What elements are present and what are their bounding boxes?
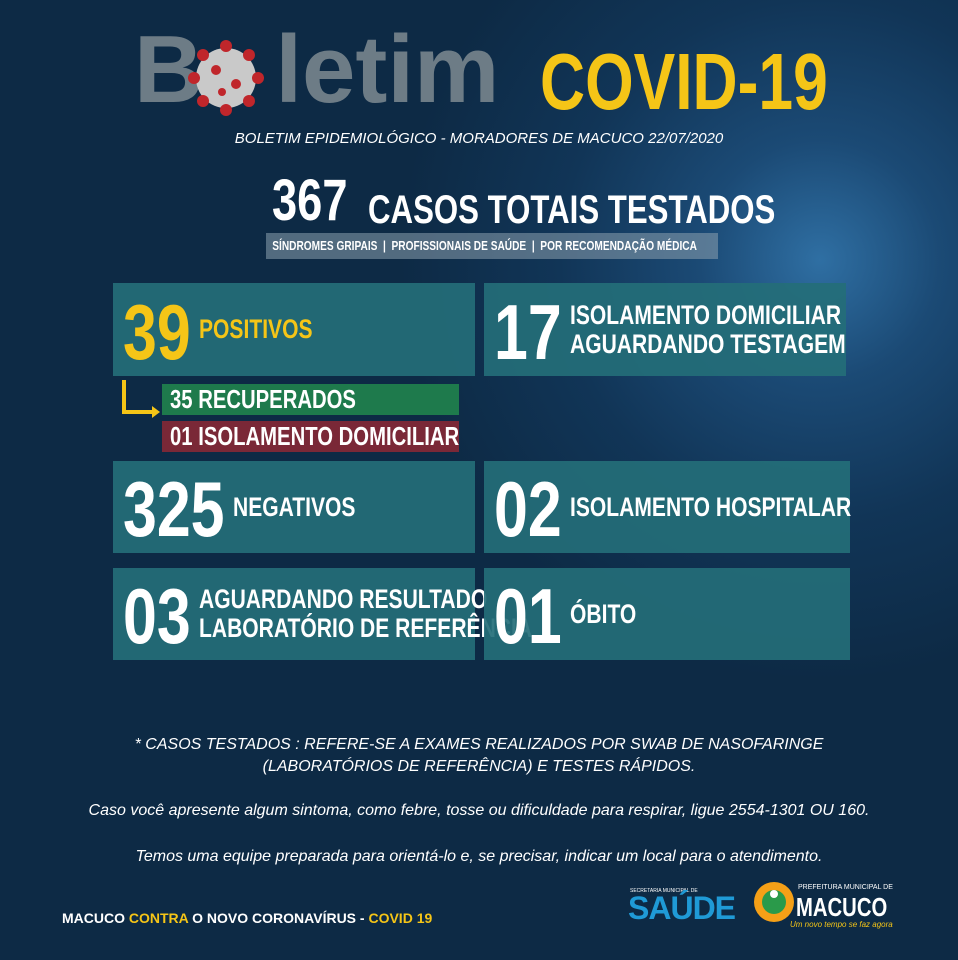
stat-number-text: 325 xyxy=(123,465,225,553)
total-number-text: 367 xyxy=(272,168,348,233)
pref-emblem xyxy=(754,882,794,922)
stat-number: 03 xyxy=(123,577,210,655)
stat-label: ÓBITO xyxy=(569,598,655,629)
stat-number-text: 17 xyxy=(494,287,562,376)
recovered-text: 35 RECUPERADOS xyxy=(170,384,356,414)
stat-label-line: LABORATÓRIO DE REFERÊNCIA xyxy=(199,614,626,643)
tag: POR RECOMENDAÇÃO MÉDICA xyxy=(540,238,697,253)
stat-box: 39 POSITIVOS xyxy=(113,283,475,376)
tag: PROFISSIONAIS DE SAÚDE xyxy=(391,238,527,253)
saude-logo: SAÚDE xyxy=(628,890,736,926)
stat-label-text: AGUARDANDO RESULTADO xyxy=(198,584,487,614)
stat-number: 17 xyxy=(494,293,581,371)
stat-label-line: ISOLAMENTO DOMICILIAR xyxy=(569,299,924,330)
total-label-text: CASOS TOTAIS TESTADOS xyxy=(368,188,776,232)
note: Caso você apresente algum sintoma, como … xyxy=(88,802,870,819)
covid-text: COVID-19 xyxy=(540,37,828,126)
slogan: MACUCO CONTRA O NOVO CORONAVÍRUS - COVID… xyxy=(62,910,432,926)
pref-motto: Um novo tempo se faz agora xyxy=(790,920,893,929)
stat-label-text: LABORATÓRIO DE REFERÊNCIA xyxy=(198,613,532,643)
stat-label-line: ÓBITO xyxy=(569,598,655,629)
stat-label-text: POSITIVOS xyxy=(198,314,313,344)
stat-label-line: AGUARDANDO RESULTADO xyxy=(199,585,626,614)
total-label: CASOS TOTAIS TESTADOS xyxy=(368,190,890,230)
slogan-part: COVID 19 xyxy=(368,910,433,926)
stat-box: 03 AGUARDANDO RESULTADO LABORATÓRIO DE REF… xyxy=(113,568,532,660)
stat-label-line: POSITIVOS xyxy=(199,315,345,344)
virus-icon xyxy=(188,40,264,116)
stat-box: 17 ISOLAMENTO DOMICILIAR AGUARDANDO TESTAG… xyxy=(484,283,846,376)
stat-label: POSITIVOS xyxy=(199,315,345,344)
stat-number: 39 xyxy=(123,293,210,371)
stat-label-line: AGUARDANDO TESTAGEM xyxy=(569,328,924,359)
stat-number-text: 02 xyxy=(494,465,562,553)
stat-number-text: 01 xyxy=(494,572,562,660)
slogan-part: MACUCO xyxy=(62,910,125,926)
stat-label-text: ÓBITO xyxy=(569,598,636,629)
saude-caption: SECRETARIA MUNICIPAL DE xyxy=(630,888,698,894)
tags: SÍNDROMES GRIPAIS | PROFISSIONAIS DE SAÚ… xyxy=(266,233,697,259)
tag: SÍNDROMES GRIPAIS xyxy=(272,238,378,253)
stat-label: NEGATIVOS xyxy=(232,491,390,522)
arrow xyxy=(122,380,160,418)
stat-label-text: NEGATIVOS xyxy=(232,491,355,522)
tags-bar: SÍNDROMES GRIPAIS | PROFISSIONAIS DE SAÚ… xyxy=(266,233,718,259)
stat-number: 02 xyxy=(494,470,581,548)
stat-box: 01 ÓBITO xyxy=(484,568,850,660)
stat-label-text: AGUARDANDO TESTAGEM xyxy=(569,328,846,359)
stat-label-text: ISOLAMENTO DOMICILIAR xyxy=(569,299,841,330)
stat-number: 325 xyxy=(123,470,253,548)
note: (LABORATÓRIOS DE REFERÊNCIA) E TESTES RÁ… xyxy=(262,758,696,775)
pref-text: MACUCO xyxy=(796,892,888,922)
pref-caption: PREFEITURA MUNICIPAL DE xyxy=(798,884,893,891)
slogan-part: CONTRA xyxy=(128,910,189,926)
stat-number: 01 xyxy=(494,577,581,655)
covid-title: COVID-19 xyxy=(540,42,909,122)
stat-label-text: ISOLAMENTO HOSPITALAR xyxy=(569,491,851,522)
title-start: B xyxy=(134,16,204,123)
home-isolation-text: 01 ISOLAMENTO DOMICILIAR xyxy=(170,421,460,451)
subtitle: BOLETIM EPIDEMIOLÓGICO - MORADORES DE MA… xyxy=(234,130,724,147)
stat-label: AGUARDANDO RESULTADO LABORATÓRIO DE REFER… xyxy=(199,585,626,643)
note: Temos uma equipe preparada para orientá-… xyxy=(135,848,823,865)
pref-logo: MACUCO xyxy=(796,892,913,923)
stat-number-text: 39 xyxy=(123,287,191,376)
home-isolation: 01 ISOLAMENTO DOMICILIAR xyxy=(162,421,459,452)
stat-box: 02 ISOLAMENTO HOSPITALAR xyxy=(484,461,851,553)
note: * CASOS TESTADOS : REFERE-SE A EXAMES RE… xyxy=(134,736,824,753)
stat-label: ISOLAMENTO DOMICILIAR AGUARDANDO TESTAGEM xyxy=(569,299,924,359)
stat-number-text: 03 xyxy=(123,572,191,660)
total-number: 367 xyxy=(272,172,369,230)
stat-box: 325 NEGATIVOS xyxy=(113,461,475,553)
stat-label: ISOLAMENTO HOSPITALAR xyxy=(569,491,931,522)
stat-label-line: ISOLAMENTO HOSPITALAR xyxy=(569,491,931,522)
title-end: letim xyxy=(275,16,500,123)
recovered: 35 RECUPERADOS xyxy=(162,384,459,415)
stat-label-line: NEGATIVOS xyxy=(232,491,390,522)
slogan-part: O NOVO CORONAVÍRUS - xyxy=(192,910,365,926)
